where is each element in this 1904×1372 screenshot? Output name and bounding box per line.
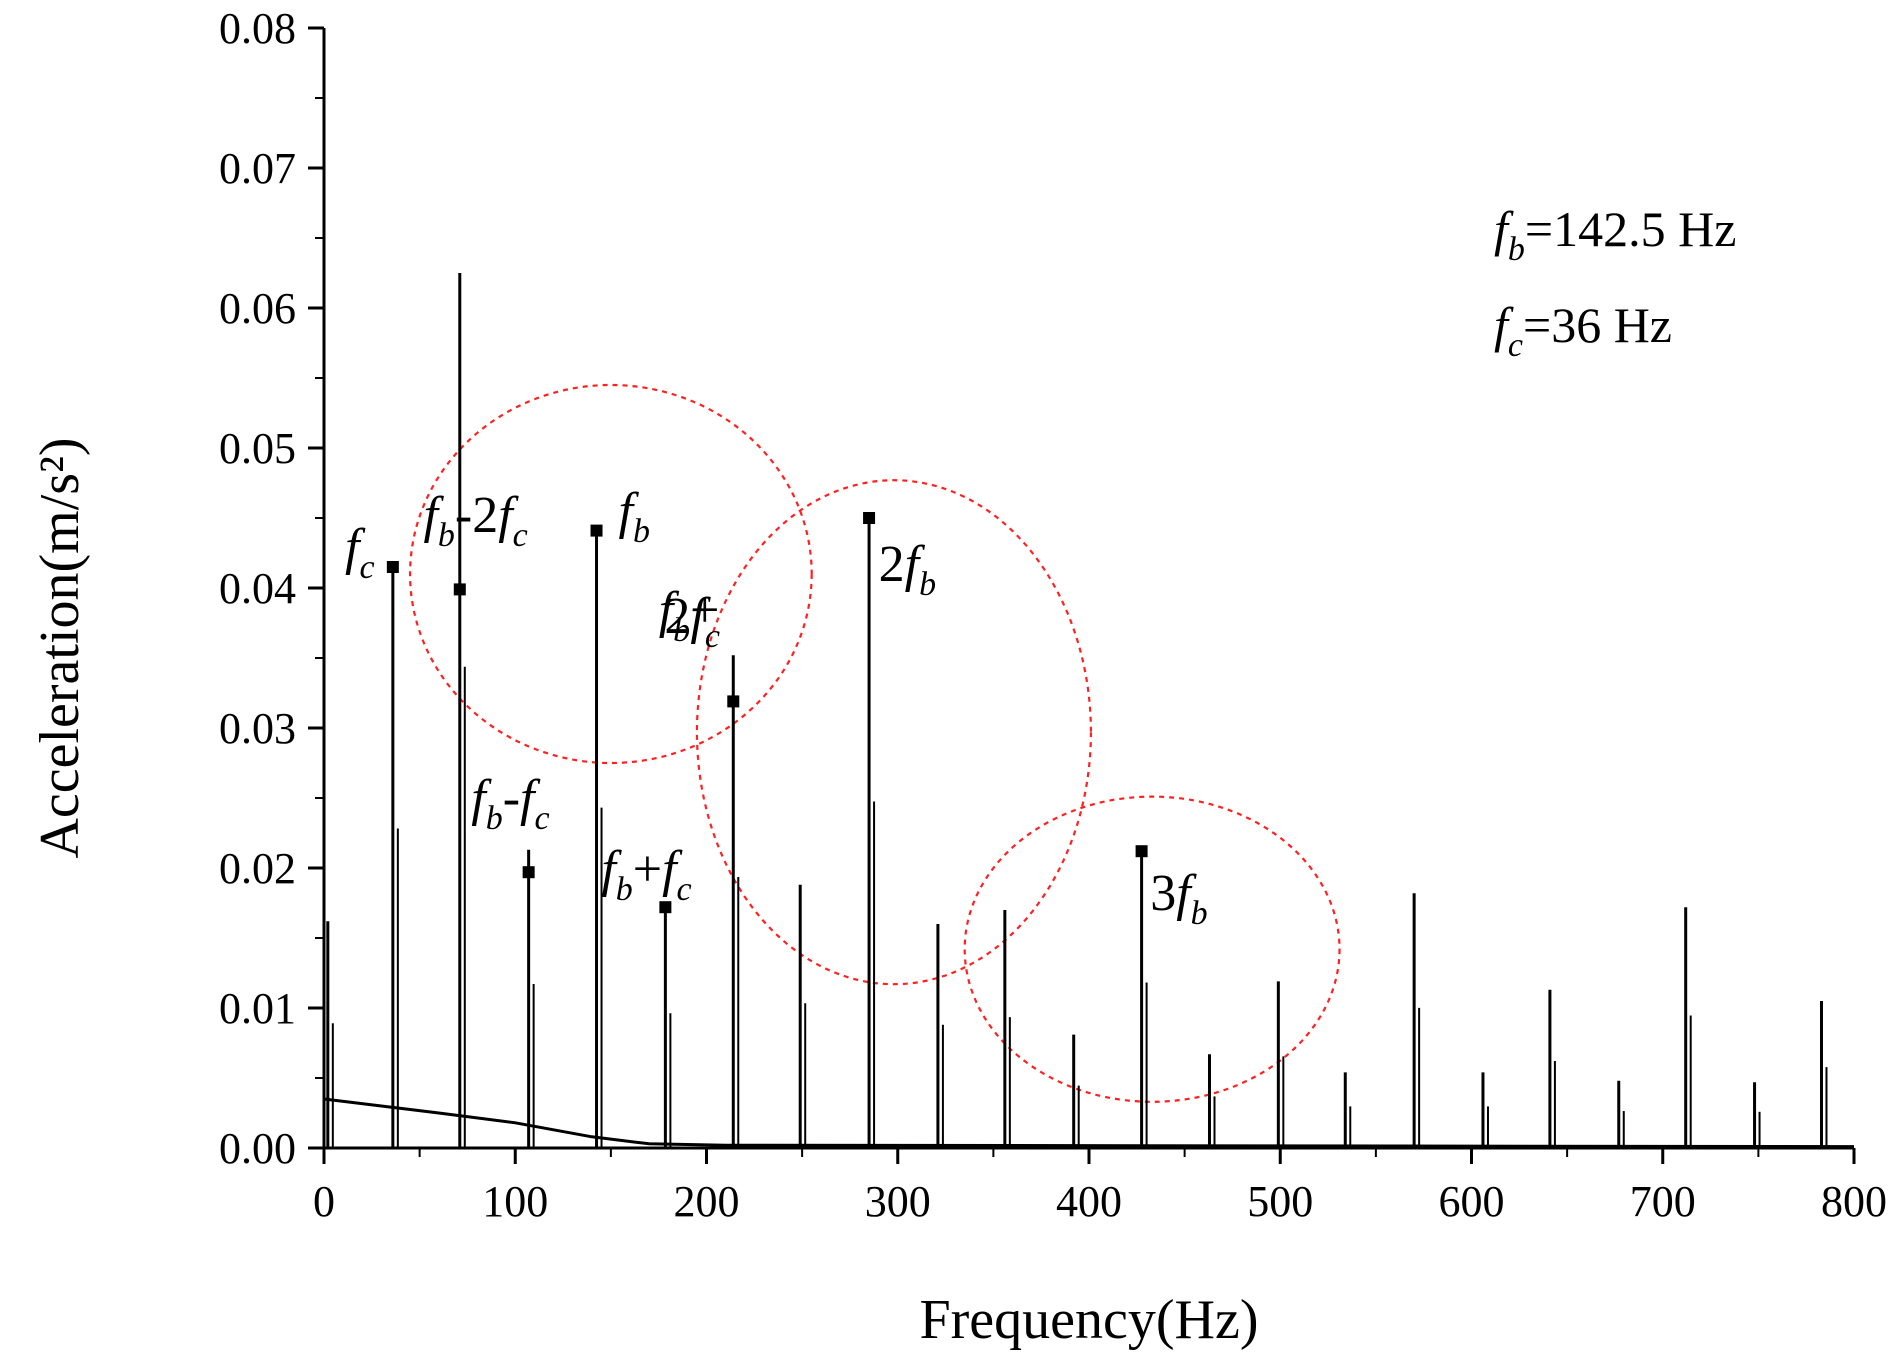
param-value: =36 Hz — [1523, 297, 1672, 353]
x-tick-label: 400 — [1056, 1177, 1122, 1226]
annotation-part: c — [534, 800, 549, 837]
peak-label-4: fb+fc — [601, 841, 691, 908]
peak-label-5: 2fc — [664, 588, 720, 655]
highlight-circle-0 — [408, 383, 813, 765]
peak-marker — [590, 524, 603, 537]
x-tick-label: 0 — [313, 1177, 335, 1226]
peak-marker — [659, 901, 672, 914]
annotation-part: b — [1191, 895, 1208, 932]
annotation-part: -2 — [455, 487, 498, 544]
x-axis-title: Frequency(Hz) — [920, 1289, 1259, 1351]
param-value: =142.5 Hz — [1525, 201, 1737, 257]
highlight-circles — [408, 383, 1341, 1103]
peak-marker — [863, 512, 876, 524]
param-subscript: b — [1508, 231, 1525, 268]
highlight-circle-1 — [695, 479, 1093, 986]
peak-label-3: fb — [619, 483, 650, 550]
x-tick-label: 100 — [482, 1177, 548, 1226]
x-tick-label: 200 — [674, 1177, 740, 1226]
annotation-part: b — [919, 566, 936, 603]
peak-label-1: fb-2fc — [423, 487, 527, 554]
annotation-part: b — [486, 800, 503, 837]
peak-label-2: fb-fc — [471, 770, 549, 837]
peak-marker — [1135, 845, 1148, 858]
annotation-part: - — [503, 770, 520, 827]
frequency-parameters: fb=142.5 Hz fc=36 Hz — [1494, 201, 1736, 364]
annotation-part: 3 — [1150, 865, 1176, 922]
annotation-part: c — [359, 549, 374, 586]
annotation-part: b — [438, 517, 455, 554]
param-line-0: fb=142.5 Hz — [1494, 201, 1736, 268]
annotation-part: c — [677, 871, 692, 908]
annotation-part: b — [673, 612, 690, 649]
peak-label-7: 2fb — [879, 536, 936, 603]
y-tick-label: 0.08 — [219, 4, 296, 53]
x-tick-label: 600 — [1439, 1177, 1505, 1226]
peak-label-0: fc — [345, 519, 375, 586]
peak-label-8: 3fb — [1150, 865, 1207, 932]
annotation-part: b — [616, 871, 633, 908]
param-subscript: c — [1508, 327, 1523, 364]
param-line-1: fc=36 Hz — [1494, 297, 1672, 364]
annotation-part: b — [633, 513, 650, 550]
x-tick-label: 800 — [1821, 1177, 1887, 1226]
y-axis-title: Acceleration(m/s²) — [29, 437, 91, 858]
annotation-part: 2 — [664, 588, 690, 645]
annotation-part: c — [705, 618, 720, 655]
x-tick-label: 700 — [1630, 1177, 1696, 1226]
spectrum-baseline — [323, 1097, 1855, 1149]
y-tick-label: 0.04 — [219, 564, 296, 613]
annotation-part: c — [513, 517, 528, 554]
annotation-part: 2 — [879, 536, 905, 593]
y-tick-label: 0.01 — [219, 984, 296, 1033]
x-tick-label: 300 — [865, 1177, 931, 1226]
y-tick-label: 0.03 — [219, 704, 296, 753]
peak-marker — [522, 866, 535, 879]
y-tick-label: 0.05 — [219, 424, 296, 473]
peak-marker — [727, 695, 740, 708]
peak-marker — [453, 583, 466, 596]
y-tick-label: 0.06 — [219, 284, 296, 333]
x-tick-label: 500 — [1247, 1177, 1313, 1226]
y-tick-label: 0.07 — [219, 144, 296, 193]
highlight-circle-2 — [963, 795, 1341, 1103]
axes: 0.00 0.01 0.02 0.03 0.04 0.05 0.06 0.07 0.08 0 100… — [219, 4, 1887, 1226]
y-tick-label: 0.02 — [219, 844, 296, 893]
annotation-part: + — [690, 582, 719, 639]
annotation-part: + — [633, 841, 662, 898]
peak-marker — [386, 561, 399, 573]
y-tick-label: 0.00 — [219, 1124, 296, 1173]
spectrum-series — [323, 273, 1855, 1149]
